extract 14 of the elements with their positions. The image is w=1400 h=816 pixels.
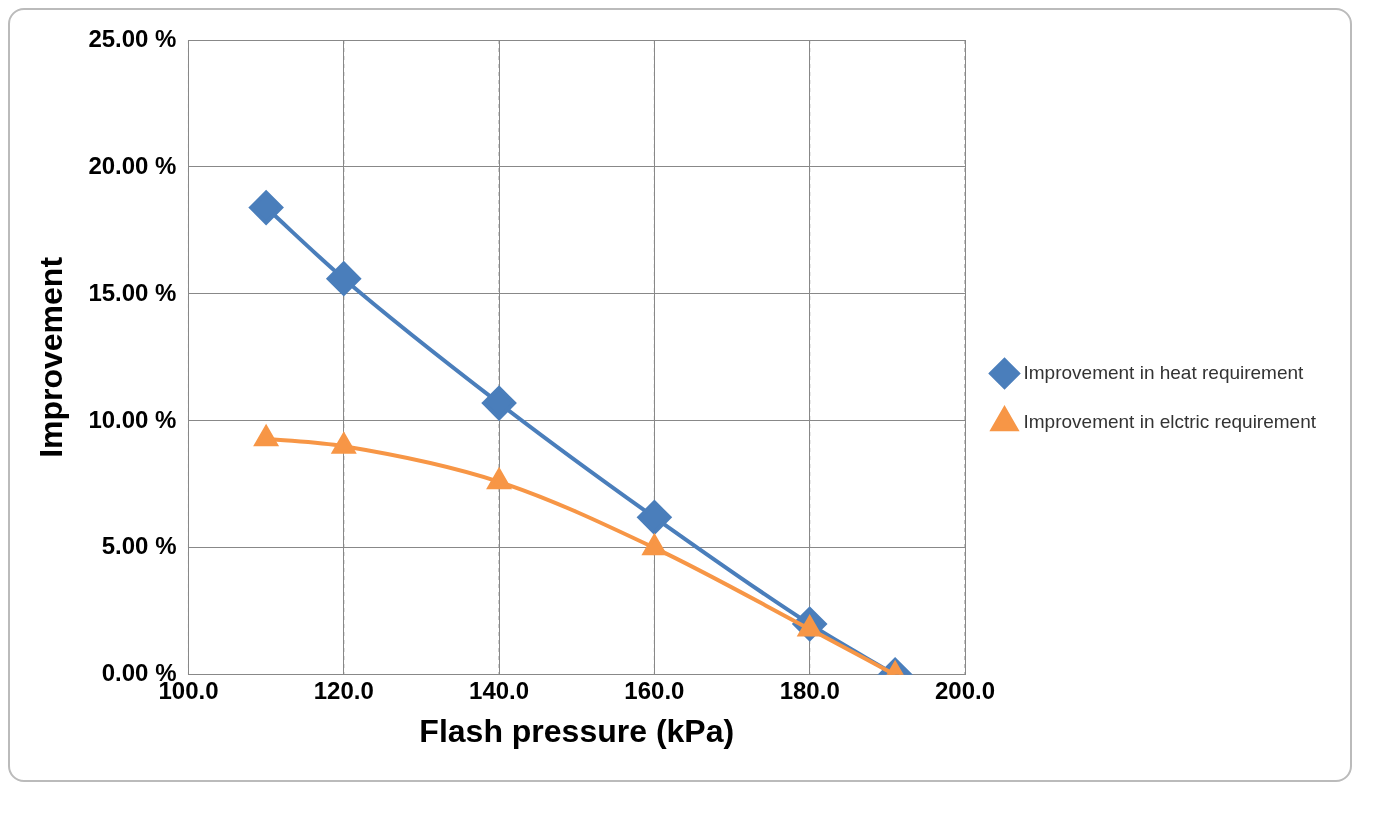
y-axis-title: Improvement bbox=[33, 256, 70, 458]
y-tick-label: 5.00 % bbox=[101, 532, 177, 560]
x-tick-label: 200.0 bbox=[934, 676, 996, 704]
x-tick-label: 160.0 bbox=[624, 676, 685, 704]
y-tick-label: 10.00 % bbox=[88, 405, 177, 433]
legend-label: Improvement in elctric requirement bbox=[1023, 410, 1317, 432]
x-tick-label: 120.0 bbox=[313, 676, 374, 704]
y-tick-label: 25.00 % bbox=[88, 24, 177, 52]
y-tick-label: 15.00 % bbox=[88, 278, 177, 306]
y-tick-label: 20.00 % bbox=[88, 151, 177, 179]
x-tick-label: 180.0 bbox=[779, 676, 840, 704]
x-axis-title: Flash pressure (kPa) bbox=[419, 712, 735, 749]
legend-label: Improvement in heat requirement bbox=[1023, 361, 1305, 383]
x-tick-label: 140.0 bbox=[469, 676, 530, 704]
